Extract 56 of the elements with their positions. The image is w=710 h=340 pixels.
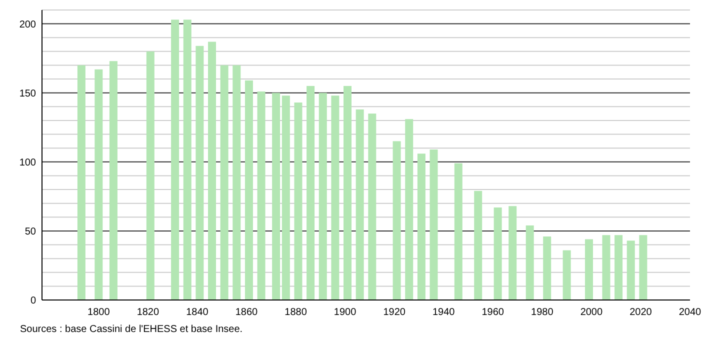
- bar: [392, 141, 401, 300]
- y-tick-label: 150: [19, 88, 36, 100]
- bar: [562, 250, 571, 300]
- bar: [94, 69, 103, 300]
- bar: [417, 154, 426, 300]
- x-tick-label: 1820: [136, 307, 160, 318]
- x-tick-label: 1800: [88, 307, 110, 318]
- bar: [405, 119, 414, 300]
- y-tick-label: 50: [24, 226, 36, 238]
- bar: [232, 65, 241, 300]
- bar: [494, 207, 502, 300]
- y-tick-label: 100: [19, 157, 36, 168]
- bar: [344, 86, 352, 300]
- bar: [430, 149, 438, 300]
- x-tick-label: 1900: [334, 307, 357, 318]
- x-tick-label: 2040: [678, 307, 702, 318]
- bar: [614, 235, 623, 300]
- bar: [508, 206, 517, 300]
- bar: [454, 163, 462, 300]
- bar: [294, 102, 302, 300]
- bar: [306, 86, 315, 300]
- x-tick-label: 1960: [482, 307, 504, 318]
- x-tick-label: 1860: [235, 307, 258, 318]
- bar: [543, 236, 552, 300]
- bar: [356, 109, 364, 300]
- bar: [474, 190, 482, 300]
- bar: [368, 114, 376, 300]
- x-tick-label: 2000: [580, 307, 604, 318]
- bar: [584, 239, 593, 300]
- bar: [602, 235, 610, 300]
- bar: [196, 46, 204, 300]
- bar: [639, 235, 648, 300]
- bar: [109, 61, 118, 300]
- y-tick-label: 0: [30, 296, 36, 306]
- x-tick-label: 1920: [383, 307, 406, 318]
- bar: [257, 91, 266, 300]
- bar: [526, 225, 534, 300]
- x-tick-label: 1880: [284, 307, 308, 318]
- bar: [220, 65, 228, 300]
- y-tick-label: 200: [19, 19, 36, 30]
- source-note: Sources : base Cassini de l'EHESS et base Insee.: [20, 324, 243, 335]
- x-tick-label: 1980: [531, 307, 554, 318]
- x-tick-label: 2020: [630, 307, 652, 318]
- x-tick-label: 1840: [186, 307, 209, 318]
- bar: [171, 20, 180, 300]
- bar: [272, 92, 280, 300]
- bar: [208, 42, 216, 300]
- bar: [77, 65, 86, 300]
- bar: [331, 96, 340, 300]
- bar: [146, 51, 154, 300]
- bar: [626, 240, 635, 300]
- bar: [282, 96, 290, 300]
- bar: [244, 80, 253, 300]
- bar: [183, 20, 192, 300]
- bar: [318, 92, 327, 300]
- x-tick-label: 1940: [432, 307, 456, 318]
